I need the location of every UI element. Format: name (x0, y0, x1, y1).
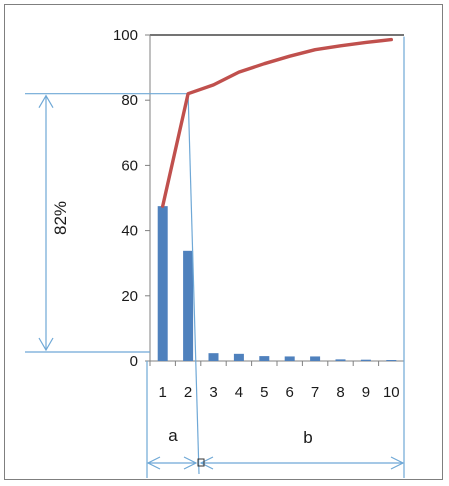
y-tick-label: 100 (113, 27, 138, 44)
region-b-right-arrow (390, 456, 405, 470)
up-arrowhead (38, 94, 54, 108)
y-tick-label: 60 (121, 157, 138, 174)
x-tick-label: 2 (184, 384, 192, 401)
x-tick-label: 5 (260, 384, 268, 401)
y-tick-labels: 0 20 40 60 80 100 (113, 27, 138, 370)
x-tick-label: 3 (209, 384, 217, 401)
x-tick-label: 6 (286, 384, 294, 401)
bar (233, 353, 244, 361)
cumulative-line (160, 37, 393, 208)
down-arrowhead (38, 337, 54, 352)
bar (335, 359, 346, 361)
x-tick-label: 9 (362, 384, 370, 401)
x-tick-label: 1 (159, 384, 167, 401)
bar (183, 250, 194, 361)
bar (360, 359, 371, 361)
bar (157, 206, 168, 361)
split-marker (197, 458, 205, 467)
x-tick-labels: 1 2 3 4 5 6 7 8 9 10 (159, 384, 400, 401)
percent-label: 82% (51, 201, 70, 235)
y-tick-label: 0 (130, 353, 138, 370)
cumulative-line-path (160, 37, 393, 208)
y-tick-label: 40 (121, 223, 138, 240)
region-a-right-arrow (183, 456, 198, 470)
y-tick-label: 80 (121, 92, 138, 109)
x-tick-label: 10 (383, 384, 400, 401)
x-tick-label: 7 (311, 384, 319, 401)
region-a-left-arrow (146, 456, 161, 470)
bar (386, 360, 397, 361)
split-separator (187, 93, 200, 475)
region-b-left-arrow (199, 456, 214, 470)
region-a-label: a (168, 426, 178, 445)
bars (157, 206, 397, 361)
bar (208, 353, 219, 361)
bar (259, 356, 270, 361)
bar (284, 356, 295, 361)
x-tick-label: 8 (336, 384, 344, 401)
bar (310, 356, 321, 361)
chart-frame (4, 4, 443, 480)
region-b-label: b (303, 428, 312, 447)
annotations (25, 36, 405, 478)
y-tick-label: 20 (121, 288, 138, 305)
x-tick-label: 4 (235, 384, 243, 401)
